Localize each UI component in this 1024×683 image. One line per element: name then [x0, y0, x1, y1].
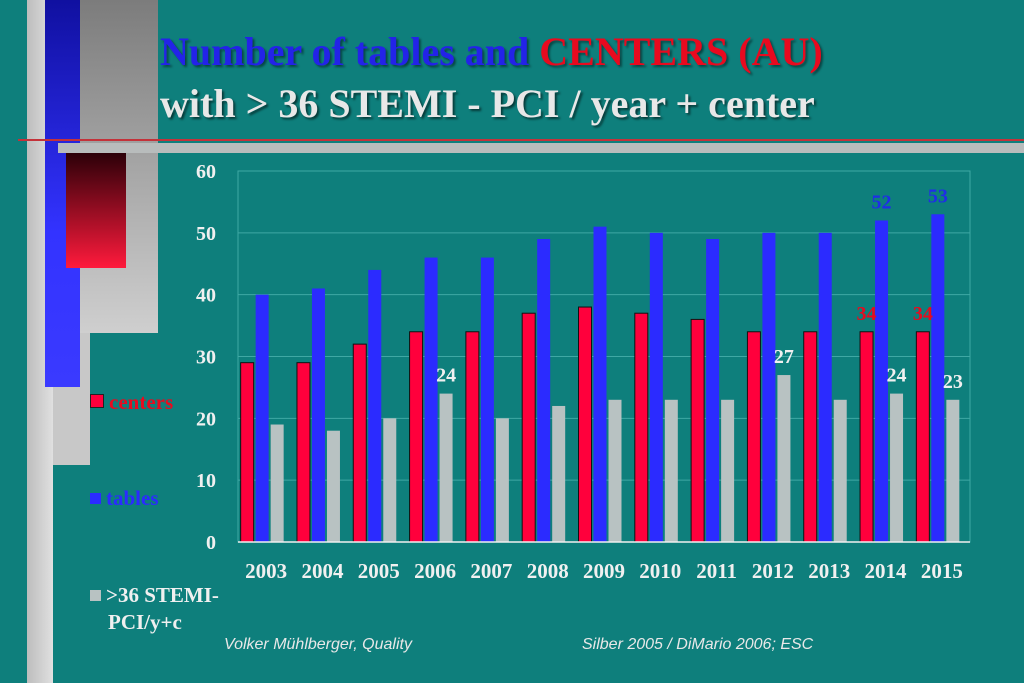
- bar: [537, 239, 551, 542]
- bar: [915, 331, 930, 543]
- bar: [833, 399, 847, 542]
- data-label: 24: [887, 365, 907, 387]
- bar: [931, 214, 945, 543]
- x-tick-label: 2013: [808, 559, 850, 583]
- footer-source: Silber 2005 / DiMario 2006; ESC: [582, 636, 814, 653]
- bar: [465, 331, 480, 543]
- y-tick-label: 0: [206, 532, 216, 554]
- bar: [746, 331, 761, 543]
- bar: [706, 239, 720, 542]
- y-tick-label: 40: [196, 285, 216, 307]
- y-tick-label: 10: [196, 470, 216, 492]
- bar: [690, 318, 705, 543]
- title-divider-red: [18, 139, 1024, 141]
- legend-stemi: >36 STEMI- PCI/y+c: [90, 582, 219, 636]
- x-tick-label: 2015: [921, 559, 963, 583]
- bar: [480, 257, 494, 542]
- x-tick-label: 2011: [696, 559, 737, 583]
- bar: [634, 312, 649, 543]
- bar: [240, 362, 255, 543]
- x-tick-label: 2009: [583, 559, 625, 583]
- bar: [270, 424, 284, 542]
- x-tick-label: 2004: [301, 559, 344, 583]
- x-tick-label: 2005: [358, 559, 400, 583]
- legend-label-stemi-line1: >36 STEMI-: [106, 583, 219, 607]
- bar: [859, 331, 874, 543]
- title-line2: with > 36 STEMI - PCI / year + center: [160, 81, 815, 126]
- bar: [424, 257, 438, 542]
- bar: [608, 399, 622, 542]
- bar: [649, 232, 663, 543]
- decor-red-bar: [66, 152, 126, 268]
- data-label: 27: [774, 346, 794, 368]
- bar: [255, 294, 269, 542]
- page-title: Number of tables and CENTERS (AU) with >…: [160, 26, 1010, 130]
- bar: [368, 269, 382, 542]
- y-tick-label: 20: [196, 408, 216, 430]
- bar: [803, 331, 818, 543]
- bar: [762, 232, 776, 543]
- bar: [721, 399, 735, 542]
- data-label: 34: [913, 303, 933, 325]
- title-divider-gray: [58, 143, 1024, 153]
- bar: [777, 375, 791, 542]
- data-label: 34: [857, 303, 877, 325]
- legend-label-stemi-line2: PCI/y+c: [108, 610, 182, 634]
- bar: [946, 399, 960, 542]
- bar: [664, 399, 678, 542]
- bar: [578, 306, 592, 543]
- legend-swatch-stemi: [90, 590, 101, 601]
- bar: [296, 362, 311, 543]
- bar: [890, 393, 904, 542]
- legend-centers: centers: [90, 390, 173, 415]
- legend-label-tables: tables: [106, 486, 159, 510]
- bar: [383, 418, 397, 542]
- data-label: 24: [436, 365, 456, 387]
- bar: [875, 220, 889, 542]
- x-tick-label: 2010: [639, 559, 681, 583]
- data-label: 53: [928, 185, 948, 207]
- bar: [352, 343, 367, 543]
- bar: [326, 430, 340, 542]
- x-tick-label: 2006: [414, 559, 456, 583]
- bar: [495, 418, 509, 542]
- bar: [521, 312, 536, 543]
- title-line1-part2: CENTERS (AU): [539, 29, 823, 74]
- bar: [593, 226, 607, 542]
- bar: [409, 331, 424, 543]
- x-tick-label: 2012: [752, 559, 794, 583]
- bar: [311, 288, 325, 542]
- x-tick-label: 2003: [245, 559, 287, 583]
- footer-author: Volker Mühlberger, Quality: [224, 636, 412, 653]
- legend-swatch-centers: [90, 394, 104, 408]
- title-line1-part1: Number of tables and: [160, 29, 540, 74]
- legend-label-centers: centers: [109, 390, 174, 414]
- x-tick-label: 2007: [470, 559, 512, 583]
- legend-swatch-tables: [90, 493, 101, 504]
- x-tick-label: 2008: [527, 559, 569, 583]
- y-tick-label: 50: [196, 223, 216, 245]
- data-label: 52: [872, 191, 892, 213]
- bar: [552, 405, 566, 542]
- x-tick-label: 2014: [865, 559, 908, 583]
- legend-tables: tables: [90, 486, 159, 511]
- y-tick-label: 30: [196, 347, 216, 369]
- bar: [818, 232, 832, 543]
- y-tick-label: 60: [196, 161, 216, 183]
- bar: [439, 393, 453, 542]
- data-label: 23: [943, 371, 963, 393]
